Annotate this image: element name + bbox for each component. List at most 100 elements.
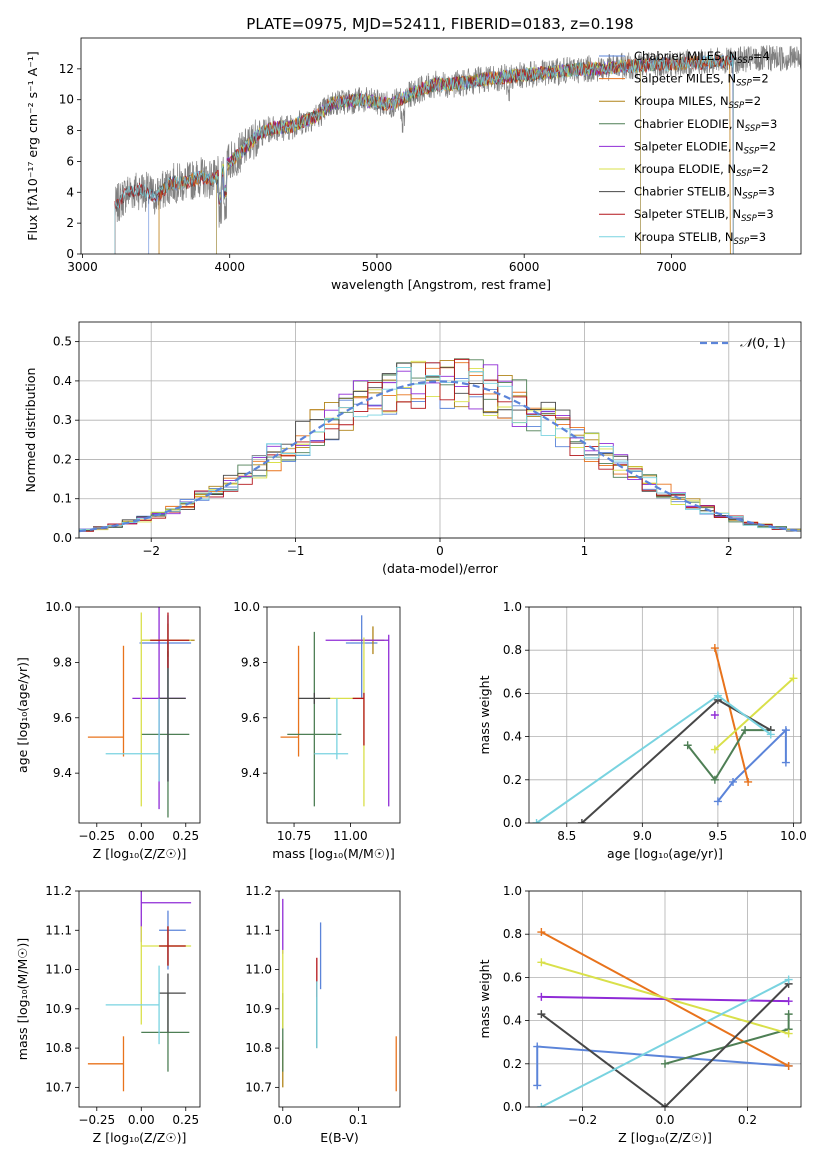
- weight-line: [541, 961, 789, 1035]
- legend-entry: Chabrier MILES, NSSP=4: [634, 49, 770, 66]
- weight-marker: [729, 777, 737, 786]
- legend-subscript: SSP: [741, 214, 757, 224]
- x-tick-label: 0.25: [172, 829, 199, 843]
- weight-marker: [683, 741, 692, 750]
- legend-entry: Kroupa ELODIE, NSSP=2: [634, 162, 769, 179]
- legend-entry: Kroupa MILES, NSSP=2: [634, 94, 761, 111]
- errorbar-point: [141, 651, 190, 818]
- y-tick-label: 11.2: [45, 884, 72, 898]
- x-tick-label: −0.25: [78, 829, 115, 843]
- x-tick-label: 0.2: [738, 1113, 757, 1127]
- weight-marker: [784, 1061, 793, 1070]
- errorbar-point: [325, 634, 390, 807]
- y-tick-label: 0.0: [503, 816, 522, 830]
- legend-subscript: SSP: [736, 169, 752, 179]
- x-tick-label: 3000: [67, 260, 98, 274]
- weight-marker: [537, 1103, 546, 1107]
- y-tick-label: 0.2: [503, 773, 522, 787]
- errorbar-point: [327, 637, 365, 807]
- x-tick-label: −1: [287, 544, 305, 558]
- axes-frame: [78, 890, 201, 1108]
- x-axis-label: wavelength [Angstrom, rest frame]: [331, 277, 551, 292]
- y-tick-label: 9.4: [241, 766, 260, 780]
- x-axis-label: Z [log₁₀(Z/Z☉)]: [618, 1130, 712, 1145]
- y-tick-label: 10.9: [45, 1002, 72, 1016]
- weight-vs-metallicity-panel: −0.2 0.0 0.2 0.0 0.2 0.4 0.6 0.8 1.0 Z [log₁₀(Z/Z…: [477, 884, 802, 1145]
- y-tick-label: 0.0: [503, 1100, 522, 1114]
- y-tick-label: 1.0: [503, 884, 522, 898]
- weight-marker: [537, 958, 546, 967]
- x-tick-label: 4000: [214, 260, 245, 274]
- x-tick-label: 10.75: [277, 829, 311, 843]
- y-tick-label: 0.1: [53, 492, 72, 506]
- legend-text: Chabrier ELODIE, N: [634, 117, 745, 131]
- weight-marker: [713, 797, 722, 806]
- weight-marker: [533, 1042, 542, 1051]
- legend-text: Salpeter MILES, N: [634, 72, 736, 86]
- y-tick-label: 0.4: [503, 1014, 522, 1028]
- weight-marker: [710, 644, 719, 653]
- legend-text: =3: [758, 185, 775, 199]
- x-tick-label: 11.00: [333, 829, 367, 843]
- legend-text: =3: [760, 117, 777, 131]
- x-tick-label: 10.0: [780, 829, 807, 843]
- errorbar-point: [280, 645, 300, 757]
- weight-vs-age-panel: 8.5 9.0 9.5 10.0 0.0 0.2 0.4 0.6 0.8 1.0 age [log₁…: [477, 600, 807, 861]
- y-tick-label: 0.0: [53, 531, 72, 545]
- x-tick-label: 0.00: [128, 1113, 155, 1127]
- plot-area: [79, 358, 801, 538]
- weight-marker: [532, 819, 541, 823]
- weight-marker: [537, 992, 546, 1001]
- y-tick-label: 0: [66, 247, 74, 261]
- weight-marker: [577, 819, 586, 823]
- y-tick-label: 11.2: [245, 884, 272, 898]
- x-axis-label: mass [log₁₀(M/M☉)]: [272, 846, 394, 861]
- x-axis-label: E(B-V): [320, 1130, 359, 1145]
- plot-area: [87, 891, 192, 1092]
- legend-text: Kroupa MILES, N: [634, 94, 729, 108]
- legend-text: Kroupa STELIB, N: [634, 230, 734, 244]
- y-axis-label: Flux [fλ10⁻¹⁷ erg cm⁻² s⁻¹ A⁻¹]: [25, 51, 40, 240]
- errorbar-point: [150, 612, 190, 668]
- y-tick-label: 11.0: [45, 963, 72, 977]
- axes-frame: [266, 606, 401, 824]
- legend-entry: Kroupa STELIB, NSSP=3: [634, 230, 766, 247]
- y-tick-label: 10.7: [245, 1080, 272, 1094]
- plot-area: [282, 898, 397, 1092]
- x-tick-label: 8.5: [557, 829, 576, 843]
- weight-line: [536, 1045, 789, 1086]
- legend-text: Chabrier STELIB, N: [634, 185, 742, 199]
- weight-marker: [789, 674, 798, 683]
- x-axis-label: Z [log₁₀(Z/Z☉)]: [93, 1130, 187, 1145]
- x-tick-label: 5000: [362, 260, 393, 274]
- x-tick-label: −0.2: [568, 1113, 597, 1127]
- y-tick-label: 0.4: [53, 374, 72, 388]
- axes-frame: [528, 890, 802, 1108]
- weight-marker: [741, 726, 750, 735]
- errorbar-point: [159, 910, 186, 970]
- y-tick-label: 10.0: [45, 600, 72, 614]
- y-tick-label: 0.3: [53, 413, 72, 427]
- errorbar-point: [140, 926, 192, 1025]
- y-tick-label: 0.4: [503, 730, 522, 744]
- plot-area: [533, 928, 793, 1107]
- legend-entry: Chabrier STELIB, NSSP=3: [634, 185, 775, 202]
- x-tick-label: 0.0: [655, 1113, 674, 1127]
- legend-subscript: SSP: [742, 192, 758, 202]
- weight-marker: [661, 1059, 669, 1068]
- weight-marker: [766, 730, 775, 739]
- x-tick-label: 7000: [656, 260, 687, 274]
- legend-subscript: SSP: [729, 101, 745, 111]
- axes-frame: [78, 606, 201, 824]
- y-tick-label: 6: [66, 154, 74, 168]
- y-axis-label: mass [log₁₀(M/M☉)]: [15, 938, 30, 1060]
- weight-marker: [661, 1103, 669, 1107]
- errorbar-point: [159, 643, 186, 782]
- y-tick-label: 12: [59, 62, 74, 76]
- errorbar-point: [159, 926, 186, 966]
- legend-text: =2: [759, 139, 776, 153]
- x-tick-label: 0.00: [128, 829, 155, 843]
- weight-marker: [781, 726, 790, 735]
- legend-subscript: SSP: [736, 79, 752, 89]
- legend-text: =3: [749, 230, 766, 244]
